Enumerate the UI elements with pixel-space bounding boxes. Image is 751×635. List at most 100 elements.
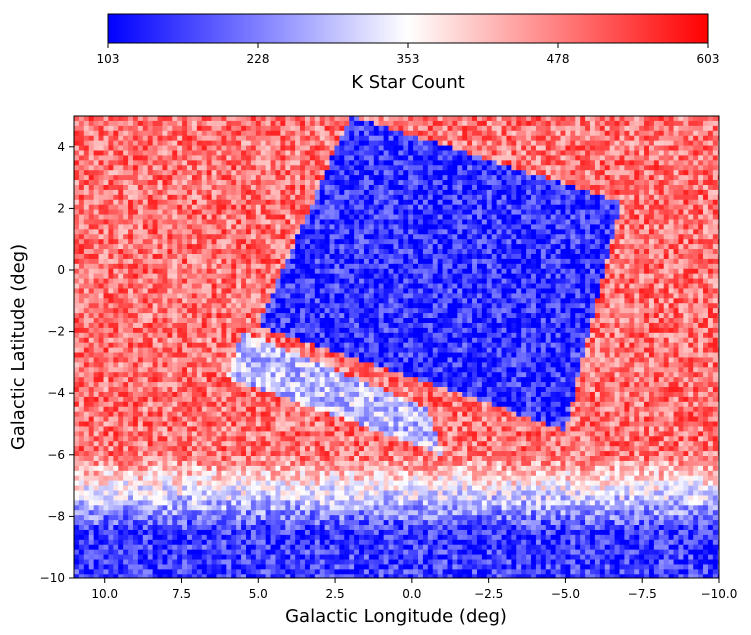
heatmap-cell <box>103 239 109 245</box>
heatmap-cell <box>78 253 85 260</box>
heatmap-cell <box>132 209 139 216</box>
heatmap-cell <box>663 135 670 142</box>
heatmap-cell <box>535 125 542 132</box>
heatmap-cell <box>152 258 159 265</box>
heatmap-cell <box>639 209 645 216</box>
heatmap-cell <box>246 273 252 280</box>
heatmap-cell <box>644 165 650 171</box>
heatmap-cell <box>712 120 719 127</box>
heatmap-cell <box>275 160 281 166</box>
heatmap-cell <box>585 273 591 280</box>
heatmap-cell <box>349 184 355 191</box>
heatmap-cell <box>604 219 611 226</box>
heatmap-cell <box>113 268 119 275</box>
heatmap-cell <box>540 184 547 191</box>
heatmap-cell <box>560 165 567 171</box>
heatmap-cell <box>182 184 188 191</box>
heatmap-cell <box>712 199 719 206</box>
heatmap-cell <box>565 145 571 152</box>
heatmap-cell <box>221 116 227 122</box>
heatmap-cell <box>427 135 434 142</box>
heatmap-cell <box>526 175 532 181</box>
heatmap-cell <box>614 120 621 127</box>
heatmap-cell <box>457 140 463 147</box>
heatmap-cell <box>472 234 478 240</box>
heatmap-cell <box>167 224 173 230</box>
heatmap-cell <box>132 155 139 161</box>
heatmap-cell <box>319 145 326 152</box>
heatmap-cell <box>707 249 714 255</box>
heatmap-cell <box>511 209 517 216</box>
heatmap-cell <box>157 214 164 221</box>
heatmap-cell <box>678 125 684 132</box>
heatmap-cell <box>359 209 365 216</box>
heatmap-cell <box>74 204 80 211</box>
heatmap-cell <box>614 229 621 235</box>
heatmap-cell <box>265 293 272 299</box>
heatmap-cell <box>295 229 301 235</box>
heatmap-cell <box>531 199 537 206</box>
heatmap-cell <box>462 209 468 216</box>
heatmap-cell <box>74 293 80 299</box>
heatmap-cell <box>634 229 640 235</box>
heatmap-cell <box>717 189 719 196</box>
heatmap-cell <box>437 150 444 157</box>
heatmap-cell <box>255 258 262 265</box>
heatmap-cell <box>535 130 542 137</box>
heatmap-cell <box>83 160 90 166</box>
heatmap-cell <box>540 189 547 196</box>
heatmap-cell <box>418 145 424 152</box>
heatmap-cell <box>614 199 621 206</box>
heatmap-cell <box>373 273 380 280</box>
heatmap-cell <box>619 293 625 299</box>
heatmap-cell <box>74 273 80 280</box>
heatmap-cell <box>403 283 409 290</box>
heatmap-cell <box>639 135 645 142</box>
heatmap-cell <box>354 170 360 176</box>
heatmap-cell <box>329 130 336 137</box>
heatmap-cell <box>349 268 355 275</box>
heatmap-cell <box>78 209 85 216</box>
heatmap-cell <box>93 194 100 201</box>
heatmap-cell <box>300 214 306 221</box>
heatmap-cell <box>575 199 581 206</box>
heatmap-cell <box>653 214 660 221</box>
heatmap-cell <box>570 214 576 221</box>
heatmap-cell <box>93 175 100 181</box>
heatmap-cell <box>481 184 488 191</box>
heatmap-cell <box>226 175 232 181</box>
heatmap-cell <box>359 135 365 142</box>
heatmap-cell <box>211 244 218 250</box>
heatmap-cell <box>678 278 684 285</box>
heatmap-cell <box>255 150 262 157</box>
heatmap-cell <box>491 199 498 206</box>
heatmap-cell <box>319 244 326 250</box>
heatmap-cell <box>717 293 719 299</box>
heatmap-cell <box>703 199 709 206</box>
heatmap-cell <box>388 214 395 221</box>
heatmap-cell <box>531 125 537 132</box>
heatmap-cell <box>712 165 719 171</box>
heatmap-cell <box>354 214 360 221</box>
heatmap-cell <box>329 288 336 295</box>
heatmap-cell <box>408 199 414 206</box>
heatmap-cell <box>501 224 508 230</box>
heatmap-cell <box>103 219 109 226</box>
heatmap-cell <box>531 214 537 221</box>
heatmap-cell <box>693 219 699 226</box>
heatmap-cell <box>432 189 439 196</box>
heatmap-cell <box>673 135 680 142</box>
heatmap-cell <box>481 229 488 235</box>
heatmap-cell <box>113 204 119 211</box>
heatmap-cell <box>673 244 680 250</box>
heatmap-cell <box>123 239 129 245</box>
heatmap-cell <box>260 184 267 191</box>
heatmap-cell <box>457 268 463 275</box>
heatmap-cell <box>639 194 645 201</box>
heatmap-cell <box>83 209 90 216</box>
heatmap-cell <box>354 234 360 240</box>
heatmap-cell <box>609 189 616 196</box>
heatmap-cell <box>427 288 434 295</box>
heatmap-cell <box>427 293 434 299</box>
heatmap-cell <box>457 293 463 299</box>
